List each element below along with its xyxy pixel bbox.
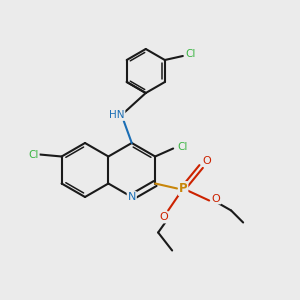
Text: Cl: Cl xyxy=(177,142,187,152)
Text: O: O xyxy=(203,155,212,166)
Text: Cl: Cl xyxy=(186,49,196,59)
Text: N: N xyxy=(128,192,136,202)
Text: P: P xyxy=(179,182,188,195)
Text: Cl: Cl xyxy=(28,149,39,160)
Text: O: O xyxy=(160,212,169,223)
Text: O: O xyxy=(212,194,220,203)
Text: HN: HN xyxy=(109,110,124,120)
